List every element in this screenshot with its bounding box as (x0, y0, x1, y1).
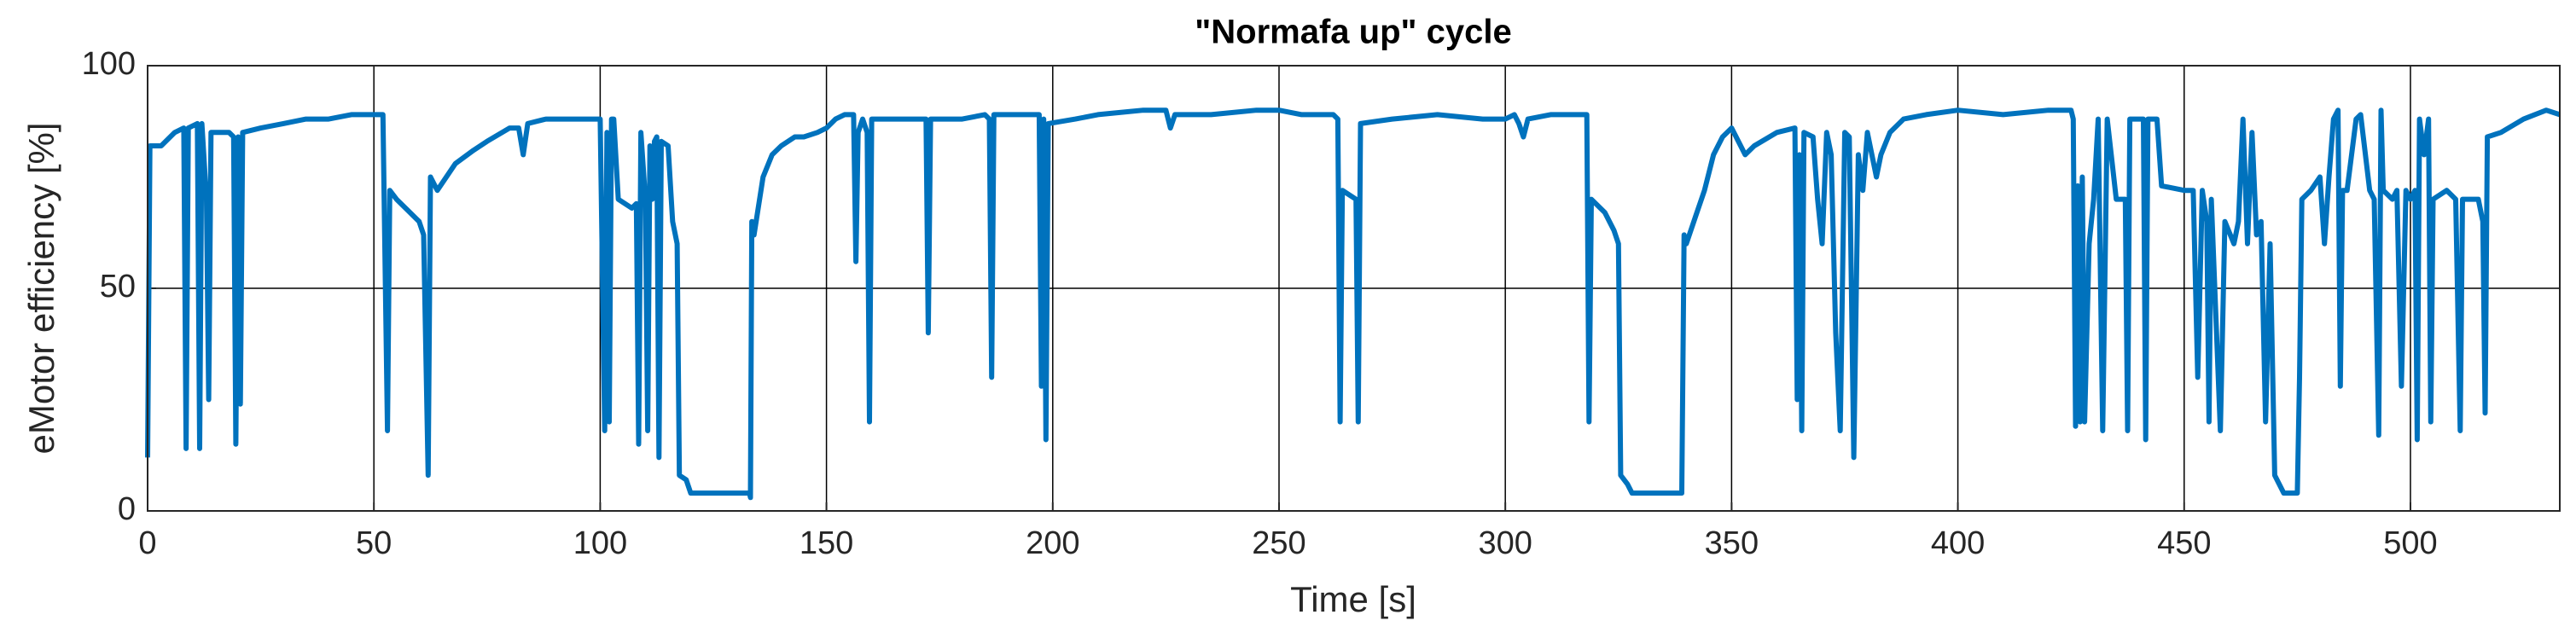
chart-title: "Normafa up" cycle (1195, 14, 1511, 51)
axes-box (147, 65, 2561, 512)
y-tick-label: 0 (118, 491, 136, 527)
x-tick-label: 200 (1026, 525, 1079, 561)
x-tick-label: 500 (2383, 525, 2437, 561)
x-tick-label: 450 (2157, 525, 2211, 561)
x-tick-label: 350 (1705, 525, 1759, 561)
x-tick-label: 100 (573, 525, 627, 561)
x-axis-label: Time [s] (1290, 579, 1416, 619)
x-tick-label: 250 (1252, 525, 1305, 561)
y-tick-label: 50 (100, 269, 136, 304)
x-tick-label: 300 (1478, 525, 1532, 561)
x-tick-label: 0 (138, 525, 156, 561)
data-line (145, 107, 2561, 501)
x-tick-label: 50 (356, 525, 392, 561)
x-tick-label: 400 (1931, 525, 1985, 561)
y-axis-label: eMotor efficiency [%] (21, 122, 61, 454)
y-tick-label: 100 (82, 46, 136, 82)
x-tick-label: 150 (800, 525, 853, 561)
